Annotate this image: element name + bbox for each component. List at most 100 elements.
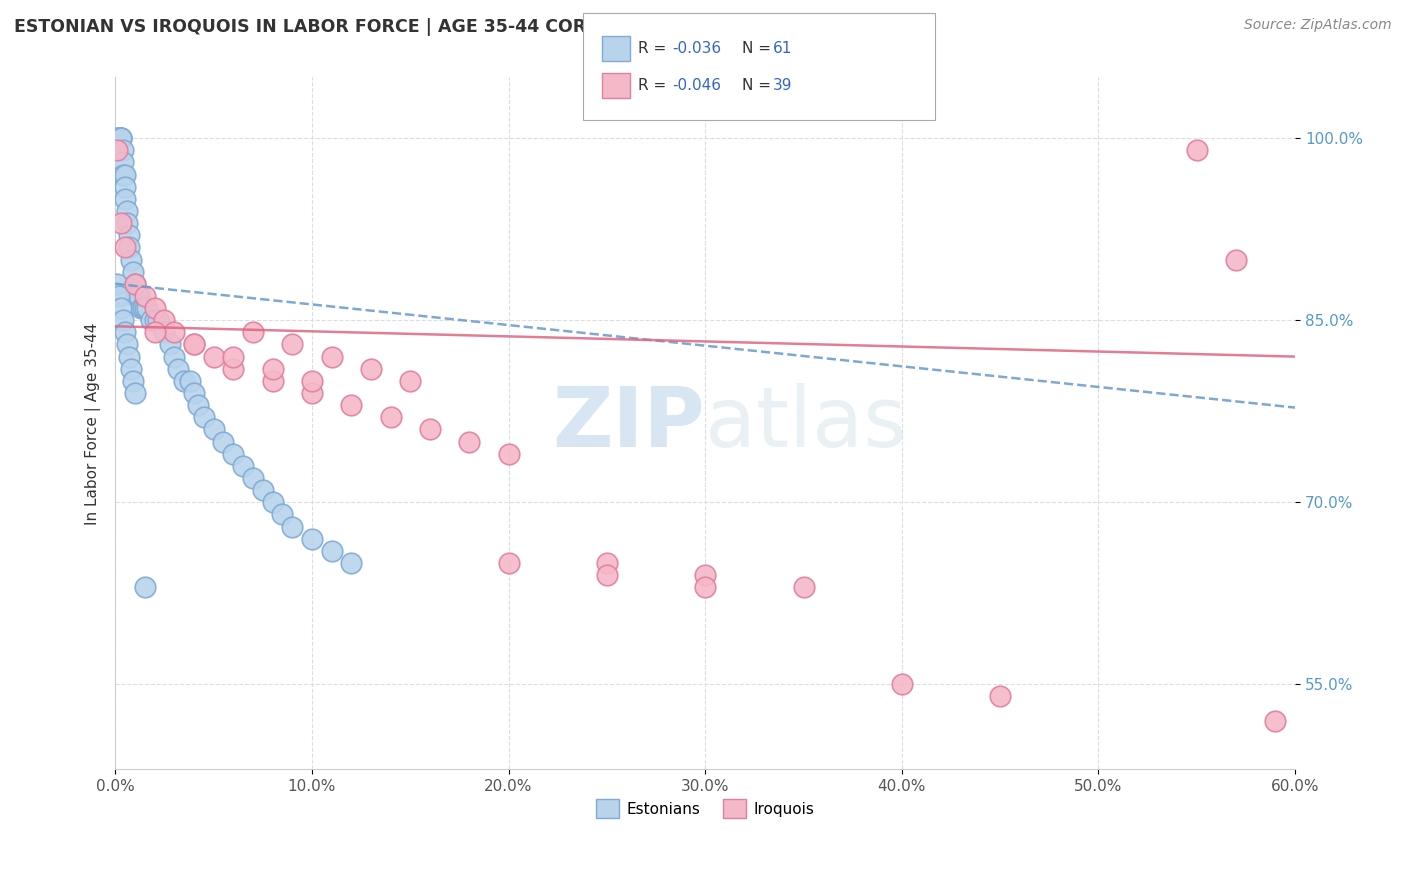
Text: Source: ZipAtlas.com: Source: ZipAtlas.com [1244,18,1392,32]
Point [232,458,254,473]
Point [202,422,225,436]
Point [148,313,170,327]
Point [695,580,717,594]
Point [380,410,402,425]
Point [114,240,136,254]
Point [114,168,136,182]
Point [167,361,190,376]
Point [262,361,284,376]
Point [301,386,323,401]
Point [321,544,343,558]
Point [321,350,343,364]
Point [134,289,156,303]
Point [242,471,264,485]
Point [163,350,186,364]
Point [135,301,157,315]
Point [498,556,520,570]
Point [112,168,135,182]
Point [110,131,132,145]
Point [122,374,145,388]
Point [110,131,132,145]
Text: 39: 39 [773,78,793,93]
Text: 61: 61 [773,41,793,55]
Point [281,519,304,533]
Point [105,143,128,157]
Point [301,532,323,546]
Point [281,337,304,351]
Point [262,374,284,388]
Point [890,677,912,691]
Point [114,192,136,206]
Text: atlas: atlas [706,383,907,464]
Point [143,301,166,315]
Text: R =: R = [638,78,672,93]
Point [108,289,131,303]
Point [110,131,132,145]
Point [988,690,1011,704]
Point [222,361,245,376]
Point [596,568,619,582]
Point [108,131,131,145]
Point [120,361,142,376]
Point [153,313,176,327]
Point [124,277,146,291]
Point [183,386,205,401]
Point [129,301,152,315]
Point [193,410,215,425]
Point [115,337,138,351]
Text: N =: N = [742,41,776,55]
Point [340,398,363,412]
Text: R =: R = [638,41,672,55]
Point [143,326,166,340]
Point [110,301,132,315]
Point [105,131,128,145]
Point [695,568,717,582]
Point [124,277,146,291]
Point [271,508,294,522]
Point [187,398,209,412]
Point [105,277,128,291]
Text: -0.036: -0.036 [672,41,721,55]
Point [179,374,201,388]
Point [399,374,422,388]
Point [596,556,619,570]
Point [242,326,264,340]
Point [419,422,441,436]
Point [212,434,235,449]
Point [124,386,146,401]
Point [1225,252,1247,267]
Text: ZIP: ZIP [553,383,706,464]
Text: -0.046: -0.046 [672,78,721,93]
Point [1264,714,1286,728]
Point [124,289,146,303]
Point [112,143,135,157]
Point [262,495,284,509]
Point [132,301,155,315]
Point [134,580,156,594]
Point [163,326,186,340]
Point [122,265,145,279]
Point [252,483,274,497]
Point [110,216,132,230]
Point [112,155,135,169]
Point [118,350,141,364]
Point [498,447,520,461]
Point [108,131,131,145]
Point [340,556,363,570]
Point [143,313,166,327]
Point [153,326,176,340]
Point [159,337,181,351]
Point [118,228,141,243]
Point [120,252,142,267]
Point [202,350,225,364]
Point [125,289,148,303]
Point [1185,143,1208,157]
Text: ESTONIAN VS IROQUOIS IN LABOR FORCE | AGE 35-44 CORRELATION CHART: ESTONIAN VS IROQUOIS IN LABOR FORCE | AG… [14,18,754,36]
Point [301,374,323,388]
Point [114,326,136,340]
Point [118,240,141,254]
Point [222,447,245,461]
Point [115,216,138,230]
Y-axis label: In Labor Force | Age 35-44: In Labor Force | Age 35-44 [86,322,101,524]
Point [112,313,135,327]
